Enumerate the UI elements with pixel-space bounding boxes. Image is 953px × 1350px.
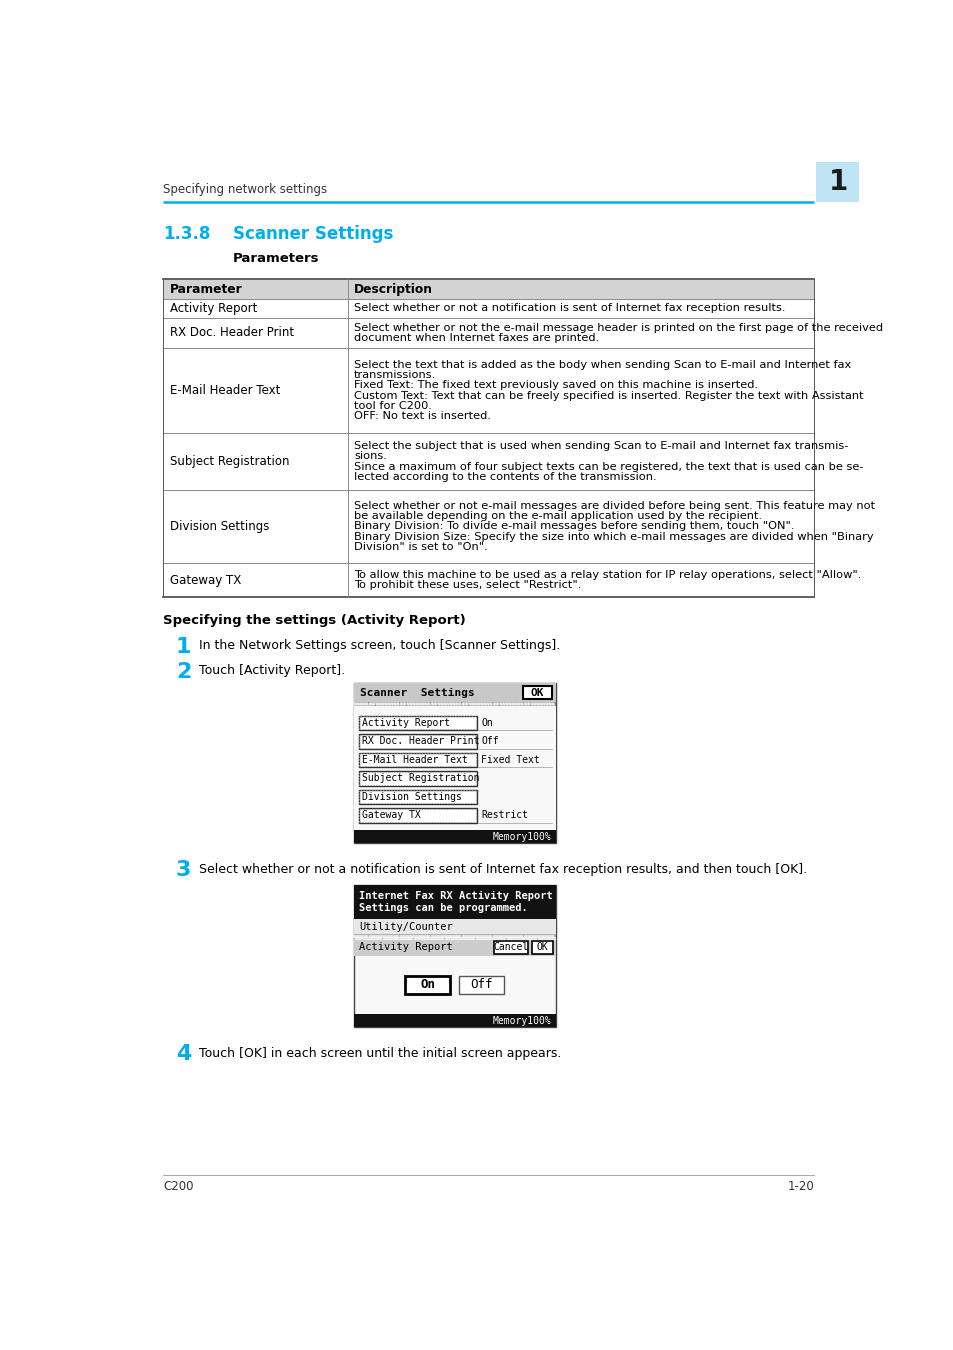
Text: Memory100%: Memory100% bbox=[493, 1015, 551, 1026]
Text: To allow this machine to be used as a relay station for IP relay operations, sel: To allow this machine to be used as a re… bbox=[354, 570, 861, 579]
Text: Select whether or not a notification is sent of Internet fax reception results.: Select whether or not a notification is … bbox=[354, 304, 784, 313]
Bar bbox=[163, 279, 814, 300]
Text: E-Mail Header Text: E-Mail Header Text bbox=[170, 385, 280, 397]
Text: Division Settings: Division Settings bbox=[361, 792, 461, 802]
Text: 1: 1 bbox=[175, 637, 192, 657]
Text: Custom Text: Text that can be freely specified is inserted. Register the text wi: Custom Text: Text that can be freely spe… bbox=[354, 390, 862, 401]
Text: Division Settings: Division Settings bbox=[170, 520, 269, 533]
Text: Restrict: Restrict bbox=[480, 810, 528, 821]
Bar bbox=[358, 809, 476, 822]
Text: Internet Fax RX Activity Report: Internet Fax RX Activity Report bbox=[359, 891, 553, 900]
Text: Fixed Text: Fixed Text bbox=[480, 755, 539, 765]
Text: Subject Registration: Subject Registration bbox=[361, 774, 478, 783]
Bar bbox=[358, 716, 476, 730]
Bar bbox=[358, 752, 476, 767]
Bar bbox=[358, 790, 476, 805]
Text: sions.: sions. bbox=[354, 451, 387, 462]
Text: Activity Report: Activity Report bbox=[359, 942, 453, 952]
Text: In the Network Settings screen, touch [Scanner Settings].: In the Network Settings screen, touch [S… bbox=[199, 640, 559, 652]
Text: Scanner  Settings: Scanner Settings bbox=[360, 687, 475, 698]
Bar bbox=[354, 830, 555, 844]
Text: 1.3.8: 1.3.8 bbox=[163, 225, 211, 243]
Bar bbox=[522, 686, 552, 699]
Text: Utility/Counter: Utility/Counter bbox=[359, 922, 453, 931]
Text: Activity Report: Activity Report bbox=[170, 302, 256, 315]
Bar bbox=[354, 1014, 555, 1027]
Bar bbox=[358, 734, 476, 749]
Bar bbox=[359, 809, 476, 822]
Bar bbox=[359, 717, 476, 729]
Text: On: On bbox=[419, 979, 435, 991]
Text: On: On bbox=[480, 718, 493, 728]
Text: transmissions.: transmissions. bbox=[354, 370, 436, 379]
Bar bbox=[459, 976, 504, 994]
Text: 1-20: 1-20 bbox=[787, 1180, 814, 1192]
Text: OK: OK bbox=[531, 687, 544, 698]
Text: Binary Division: To divide e-mail messages before sending them, touch "ON".: Binary Division: To divide e-mail messag… bbox=[354, 521, 794, 532]
Text: E-Mail Header Text: E-Mail Header Text bbox=[361, 755, 467, 765]
Bar bbox=[405, 976, 450, 994]
Text: Binary Division Size: Specify the size into which e-mail messages are divided wh: Binary Division Size: Specify the size i… bbox=[354, 532, 873, 541]
Text: lected according to the contents of the transmission.: lected according to the contents of the … bbox=[354, 472, 656, 482]
Text: Select whether or not e-mail messages are divided before being sent. This featur: Select whether or not e-mail messages ar… bbox=[354, 501, 874, 510]
Bar bbox=[815, 162, 860, 202]
Bar bbox=[354, 706, 555, 830]
Text: Specifying the settings (Activity Report): Specifying the settings (Activity Report… bbox=[163, 614, 466, 626]
Text: Select whether or not the e-mail message header is printed on the first page of : Select whether or not the e-mail message… bbox=[354, 323, 882, 332]
Bar bbox=[359, 734, 476, 748]
Text: OK: OK bbox=[536, 942, 548, 952]
Bar bbox=[354, 683, 555, 702]
Text: 3: 3 bbox=[175, 860, 191, 880]
Bar bbox=[354, 886, 555, 1027]
Text: Select whether or not a notification is sent of Internet fax reception results, : Select whether or not a notification is … bbox=[199, 863, 806, 876]
Text: 2: 2 bbox=[175, 662, 191, 682]
Text: Off: Off bbox=[480, 737, 498, 747]
Bar bbox=[354, 934, 555, 940]
Text: Select the text that is added as the body when sending Scan to E-mail and Intern: Select the text that is added as the bod… bbox=[354, 359, 850, 370]
Text: Since a maximum of four subject texts can be registered, the text that is used c: Since a maximum of four subject texts ca… bbox=[354, 462, 862, 471]
Bar bbox=[354, 702, 555, 706]
Text: document when Internet faxes are printed.: document when Internet faxes are printed… bbox=[354, 333, 598, 343]
Text: Scanner Settings: Scanner Settings bbox=[233, 225, 394, 243]
Text: To prohibit these uses, select "Restrict".: To prohibit these uses, select "Restrict… bbox=[354, 580, 580, 590]
Text: Touch [OK] in each screen until the initial screen appears.: Touch [OK] in each screen until the init… bbox=[199, 1046, 561, 1060]
Text: Memory100%: Memory100% bbox=[493, 832, 551, 841]
Text: tool for C200.: tool for C200. bbox=[354, 401, 432, 412]
Bar bbox=[354, 683, 555, 844]
Text: 4: 4 bbox=[175, 1045, 191, 1064]
Text: Touch [Activity Report].: Touch [Activity Report]. bbox=[199, 664, 345, 678]
Bar bbox=[358, 771, 476, 786]
Bar bbox=[493, 941, 528, 954]
Text: 1: 1 bbox=[827, 167, 847, 196]
Text: C200: C200 bbox=[163, 1180, 193, 1192]
Text: RX Doc. Header Print: RX Doc. Header Print bbox=[170, 327, 294, 339]
Text: Fixed Text: The fixed text previously saved on this machine is inserted.: Fixed Text: The fixed text previously sa… bbox=[354, 381, 758, 390]
Text: Cancel: Cancel bbox=[493, 942, 528, 952]
Text: Settings can be programmed.: Settings can be programmed. bbox=[359, 903, 528, 913]
Text: RX Doc. Header Print: RX Doc. Header Print bbox=[361, 737, 478, 747]
Bar bbox=[354, 886, 555, 919]
Text: Parameters: Parameters bbox=[233, 252, 319, 265]
Text: be available depending on the e-mail application used by the recipient.: be available depending on the e-mail app… bbox=[354, 512, 761, 521]
Bar bbox=[359, 772, 476, 784]
Text: Specifying network settings: Specifying network settings bbox=[163, 184, 327, 196]
Text: Activity Report: Activity Report bbox=[361, 718, 450, 728]
Text: Description: Description bbox=[354, 282, 433, 296]
Text: Select the subject that is used when sending Scan to E-mail and Internet fax tra: Select the subject that is used when sen… bbox=[354, 440, 847, 451]
Text: OFF: No text is inserted.: OFF: No text is inserted. bbox=[354, 412, 491, 421]
Bar bbox=[354, 940, 555, 956]
Bar bbox=[359, 790, 476, 803]
Text: Off: Off bbox=[470, 979, 493, 991]
Text: Gateway TX: Gateway TX bbox=[170, 574, 240, 587]
Text: Division" is set to "On".: Division" is set to "On". bbox=[354, 543, 487, 552]
Bar bbox=[359, 753, 476, 767]
Bar bbox=[531, 941, 553, 954]
Text: Subject Registration: Subject Registration bbox=[170, 455, 289, 468]
Text: Gateway TX: Gateway TX bbox=[361, 810, 420, 821]
Text: Parameter: Parameter bbox=[170, 282, 242, 296]
Bar bbox=[354, 919, 555, 934]
